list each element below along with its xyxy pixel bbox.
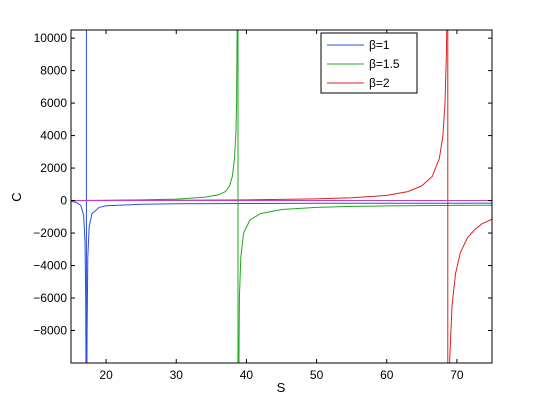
x-tick-label: 50 [310, 368, 324, 382]
x-tick-label: 70 [450, 368, 464, 382]
y-tick-label: 4000 [40, 129, 67, 143]
y-tick-label: 10000 [34, 31, 68, 45]
series-line-beta-1-branch-1 [71, 200, 87, 363]
x-tick-label: 60 [380, 368, 394, 382]
x-tick-label: 30 [170, 368, 184, 382]
x-axis-label: S [277, 380, 286, 395]
plot-area [71, 30, 492, 363]
series-line-beta-1-branch-2 [86, 202, 492, 363]
x-axis-ticks: 20 30 40 50 60 70 [99, 30, 464, 382]
y-tick-label: −2000 [33, 226, 67, 240]
y-axis-ticks: −8000 −6000 −4000 −2000 0 2000 4000 6000 8000 100… [33, 31, 492, 338]
x-tick-label: 20 [99, 368, 113, 382]
legend-label-beta-1-5: β=1.5 [369, 57, 400, 71]
y-tick-label: −6000 [33, 291, 67, 305]
plot-frame [70, 29, 493, 364]
y-tick-label: 6000 [40, 96, 67, 110]
y-tick-label: 0 [60, 194, 67, 208]
legend-label-beta-2: β=2 [369, 76, 390, 90]
legend-label-beta-1: β=1 [369, 38, 390, 52]
series-line-beta-1-5-branch-2 [238, 204, 492, 363]
y-tick-label: 8000 [40, 64, 67, 78]
y-tick-label: −8000 [33, 324, 67, 338]
pole-lines [85, 30, 449, 363]
series-line-beta-2-branch-2 [449, 218, 492, 363]
y-tick-label: 2000 [40, 161, 67, 175]
y-axis-label: C [9, 192, 24, 201]
x-tick-label: 40 [240, 368, 254, 382]
y-tick-label: −4000 [33, 259, 67, 273]
legend: β=1 β=1.5 β=2 [320, 32, 418, 94]
